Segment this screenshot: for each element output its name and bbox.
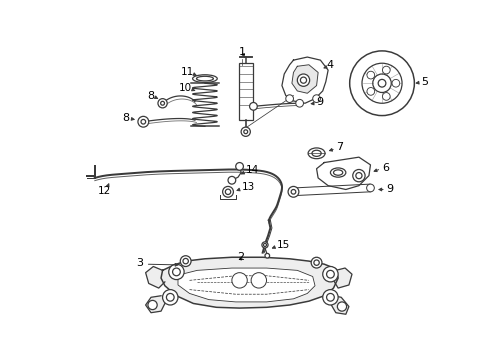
Circle shape: [222, 186, 233, 197]
Circle shape: [288, 186, 299, 197]
Circle shape: [232, 273, 247, 288]
Ellipse shape: [308, 148, 325, 159]
Ellipse shape: [330, 168, 346, 177]
Polygon shape: [292, 65, 318, 93]
Circle shape: [249, 103, 257, 110]
Circle shape: [138, 116, 149, 127]
Text: 13: 13: [242, 182, 255, 192]
Ellipse shape: [334, 170, 343, 175]
Circle shape: [362, 63, 402, 103]
Circle shape: [337, 302, 346, 311]
Text: 5: 5: [421, 77, 428, 87]
Circle shape: [313, 95, 320, 103]
Circle shape: [323, 266, 338, 282]
Text: 10: 10: [179, 83, 192, 93]
Text: 2: 2: [238, 252, 245, 262]
Circle shape: [326, 293, 334, 301]
Text: 1: 1: [239, 48, 245, 58]
Circle shape: [169, 264, 184, 280]
Text: 8: 8: [147, 91, 154, 100]
Text: 9: 9: [386, 184, 393, 194]
Polygon shape: [146, 266, 165, 288]
Text: 6: 6: [382, 163, 389, 173]
Circle shape: [323, 289, 338, 305]
Circle shape: [183, 258, 188, 264]
Circle shape: [356, 172, 362, 179]
Text: 8: 8: [122, 113, 129, 123]
Circle shape: [225, 189, 231, 194]
Circle shape: [378, 80, 386, 87]
Polygon shape: [317, 157, 370, 189]
Circle shape: [367, 71, 375, 79]
Circle shape: [180, 256, 191, 266]
Circle shape: [300, 77, 307, 83]
Text: 14: 14: [245, 165, 259, 175]
Circle shape: [236, 163, 244, 170]
Circle shape: [373, 74, 392, 93]
Circle shape: [353, 170, 365, 182]
Polygon shape: [330, 296, 349, 314]
Circle shape: [297, 74, 310, 86]
Circle shape: [311, 257, 322, 268]
Circle shape: [286, 95, 294, 103]
Circle shape: [296, 99, 303, 107]
Polygon shape: [294, 184, 370, 195]
Ellipse shape: [196, 76, 213, 81]
Text: 3: 3: [136, 258, 143, 269]
Circle shape: [172, 268, 180, 276]
Circle shape: [383, 93, 390, 100]
Circle shape: [251, 273, 267, 288]
Polygon shape: [161, 257, 338, 308]
Text: 11: 11: [181, 67, 194, 77]
Circle shape: [141, 120, 146, 124]
Bar: [239, 63, 253, 120]
Circle shape: [241, 127, 250, 136]
Text: 9: 9: [317, 98, 324, 108]
Circle shape: [265, 253, 270, 258]
Circle shape: [367, 87, 375, 95]
Polygon shape: [334, 268, 352, 288]
Circle shape: [314, 260, 319, 265]
Circle shape: [228, 176, 236, 184]
Text: 15: 15: [276, 240, 290, 250]
Circle shape: [392, 80, 400, 87]
Text: 4: 4: [327, 60, 334, 70]
Circle shape: [326, 270, 334, 278]
Circle shape: [291, 189, 296, 194]
Ellipse shape: [193, 75, 217, 82]
Polygon shape: [282, 57, 328, 103]
Text: 7: 7: [336, 142, 343, 152]
Circle shape: [161, 101, 165, 105]
Polygon shape: [178, 268, 315, 302]
Circle shape: [262, 242, 268, 248]
Polygon shape: [146, 296, 165, 313]
Circle shape: [167, 293, 174, 301]
Circle shape: [148, 300, 157, 310]
Text: 12: 12: [98, 186, 111, 196]
Ellipse shape: [312, 150, 321, 156]
Circle shape: [350, 51, 415, 116]
Circle shape: [367, 184, 374, 192]
Circle shape: [158, 99, 167, 108]
Circle shape: [264, 243, 267, 247]
Circle shape: [383, 66, 390, 74]
Circle shape: [244, 130, 247, 134]
Circle shape: [163, 289, 178, 305]
